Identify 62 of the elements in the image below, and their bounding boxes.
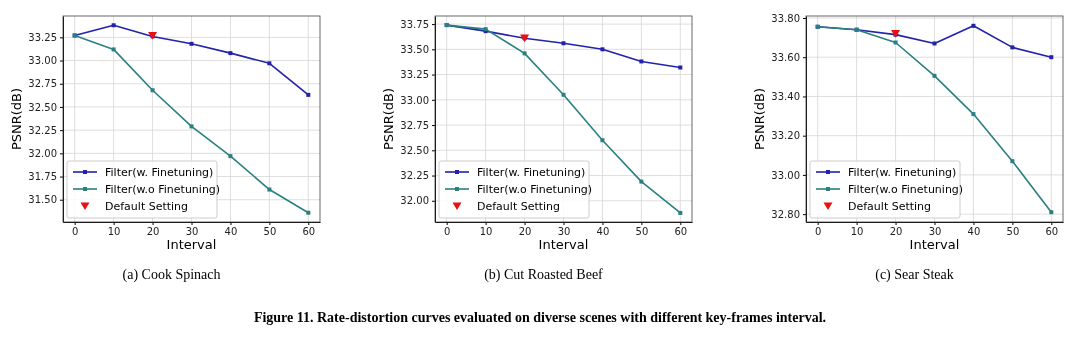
y-tick-label: 32.80: [771, 208, 800, 220]
y-tick-label: 33.20: [771, 130, 800, 142]
y-tick-label: 33.40: [771, 91, 800, 103]
y-tick-label: 32.25: [28, 124, 57, 136]
text: (c) Sear Steak: [875, 267, 954, 283]
legend-label: Filter(w.o Finetuning): [848, 183, 964, 196]
y-tick-label: 33.75: [400, 18, 429, 30]
x-tick-label: 0: [814, 226, 822, 238]
y-tick-label: 32.50: [400, 145, 429, 156]
x-tick-label: 50: [1006, 226, 1020, 238]
x-tick-label: 0: [71, 226, 79, 238]
y-tick-label: 31.50: [28, 194, 57, 206]
y-axis-title: PSNR(dB): [9, 87, 24, 151]
y-tick-label: 32.25: [400, 170, 429, 182]
legend-label: Filter(w. Finetuning): [105, 166, 214, 179]
y-tick-label: 31.75: [28, 171, 57, 183]
x-tick-label: 60: [1045, 226, 1059, 238]
y-tick-label: 33.50: [400, 44, 429, 56]
caption: Figure 11. Rate-distortion curves evaluated on diverse scenes with different key-frames interval.: [253, 310, 827, 325]
y-tick-label: 32.00: [400, 195, 429, 207]
x-tick-label: 60: [302, 226, 316, 238]
y-tick-label: 32.75: [28, 78, 57, 90]
x-tick-label: 10: [850, 226, 864, 238]
y-tick-label: 33.80: [771, 12, 800, 24]
x-axis-title: Interval: [909, 237, 960, 252]
y-tick-label: 33.00: [28, 55, 57, 67]
text: (b) Cut Roasted Beef: [484, 267, 604, 283]
x-tick-label: 50: [263, 226, 277, 238]
text: (a) Cook Spinach: [122, 267, 221, 283]
y-tick-label: 33.00: [400, 94, 429, 106]
x-axis-title: Interval: [538, 237, 589, 252]
legend-label: Default Setting: [105, 200, 189, 213]
x-tick-label: 40: [596, 226, 610, 238]
y-tick-label: 33.25: [28, 32, 57, 44]
y-tick-label: 32.75: [400, 119, 429, 131]
x-tick-label: 60: [674, 226, 688, 238]
x-tick-label: 50: [635, 226, 649, 238]
y-tick-label: 33.60: [771, 51, 800, 63]
x-tick-label: 10: [479, 226, 493, 238]
y-tick-label: 32.50: [28, 101, 57, 113]
y-tick-label: 33.00: [771, 169, 800, 181]
legend-label: Default Setting: [477, 200, 561, 213]
x-axis-title: Interval: [166, 237, 217, 252]
x-tick-label: 20: [518, 226, 532, 238]
y-axis-title: PSNR(dB): [752, 87, 767, 151]
legend-label: Filter(w. Finetuning): [477, 166, 586, 179]
legend-label: Filter(w.o Finetuning): [477, 183, 593, 196]
legend-label: Filter(w.o Finetuning): [105, 183, 221, 196]
x-tick-label: 30: [557, 226, 571, 238]
x-tick-label: 40: [224, 226, 238, 238]
x-tick-label: 20: [889, 226, 903, 238]
x-tick-label: 20: [146, 226, 160, 238]
x-tick-label: 0: [443, 226, 451, 238]
y-axis-title: PSNR(dB): [381, 87, 396, 151]
legend-label: Default Setting: [848, 200, 932, 213]
y-tick-label: 33.25: [400, 69, 429, 81]
x-tick-label: 10: [107, 226, 121, 238]
legend-label: Filter(w. Finetuning): [848, 166, 957, 179]
y-tick-label: 32.00: [28, 148, 57, 160]
x-tick-label: 30: [928, 226, 942, 238]
x-tick-label: 40: [967, 226, 981, 238]
x-tick-label: 30: [185, 226, 199, 238]
